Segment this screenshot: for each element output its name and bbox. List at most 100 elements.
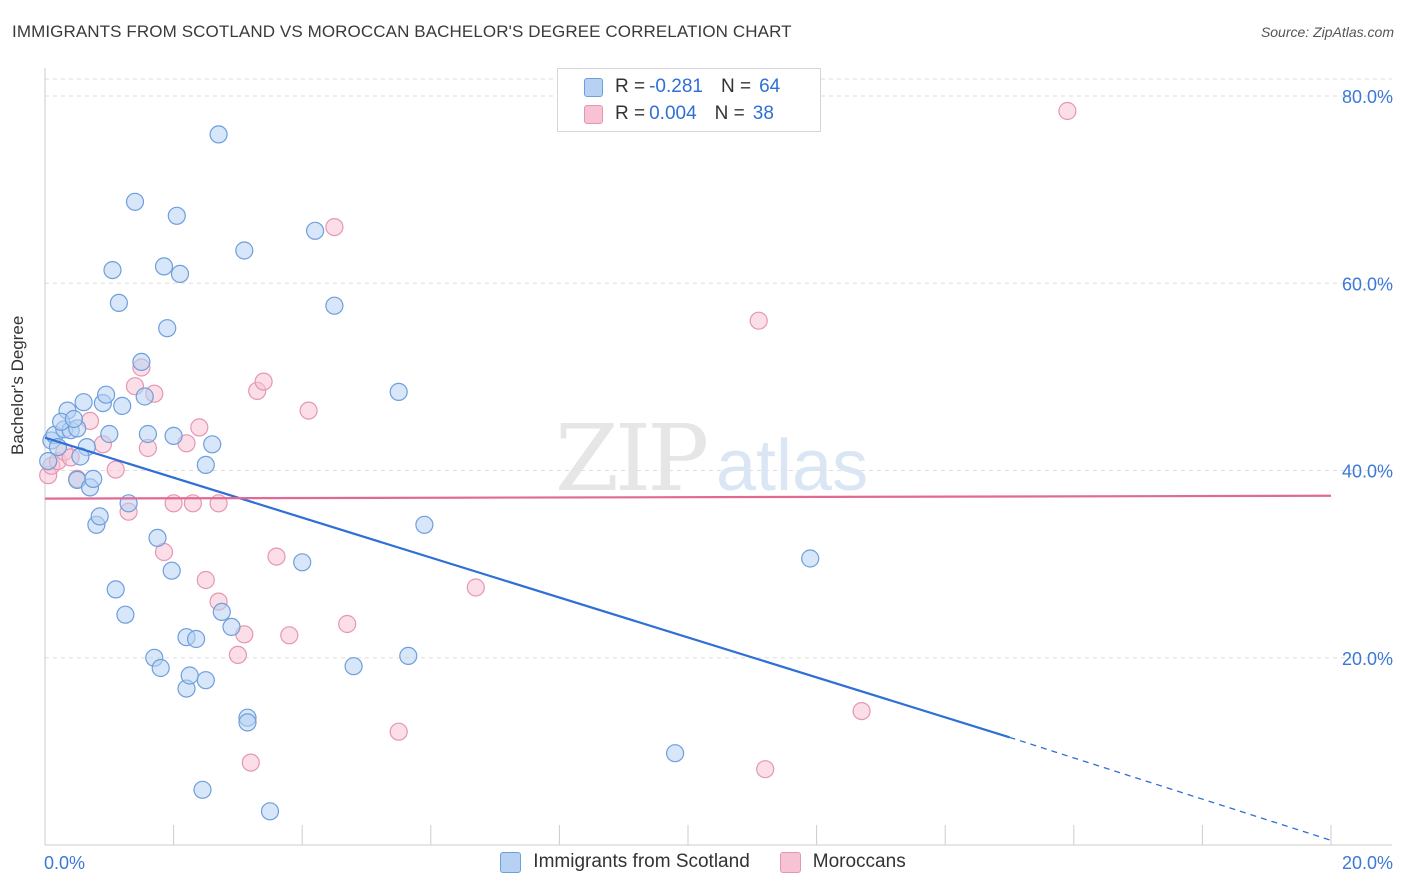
watermark: ZIP atlas — [555, 405, 868, 512]
swatch-pink — [584, 104, 603, 124]
data-point — [116, 605, 135, 624]
data-point — [106, 580, 125, 599]
data-point — [325, 218, 344, 237]
legend-item-moroccans[interactable]: Moroccans — [779, 851, 906, 873]
data-point — [756, 760, 775, 779]
data-point — [389, 722, 408, 741]
data-point — [293, 553, 312, 572]
trend-line-blue — [44, 436, 1010, 739]
data-point — [158, 319, 177, 338]
data-point — [344, 657, 363, 676]
data-point — [299, 401, 318, 420]
n-label: N = — [720, 76, 752, 97]
legend-label: Moroccans — [812, 851, 906, 872]
data-point — [1058, 101, 1077, 121]
data-point — [801, 549, 820, 568]
trend-line-extension — [1009, 736, 1332, 841]
data-point — [109, 293, 129, 312]
data-point — [209, 125, 228, 144]
data-point — [196, 455, 215, 474]
data-point — [113, 396, 132, 415]
data-point — [212, 602, 231, 622]
n-value: 38 — [752, 103, 774, 124]
moroccans-points — [39, 101, 1077, 779]
data-point — [203, 435, 222, 454]
data-point — [267, 547, 286, 566]
data-point — [164, 426, 183, 445]
y-tick-label: 20.0% — [1342, 649, 1393, 669]
data-point — [151, 658, 170, 678]
data-point — [103, 261, 122, 280]
data-point — [100, 424, 119, 444]
trend-lines — [44, 436, 1332, 841]
data-point — [84, 469, 103, 488]
scotland-points — [39, 125, 820, 821]
data-point — [135, 387, 154, 406]
data-point — [399, 646, 418, 666]
data-point — [187, 629, 206, 649]
source-label: Source: ZipAtlas.com — [1260, 24, 1394, 40]
data-point — [90, 507, 109, 526]
data-point — [125, 192, 145, 211]
r-label: R = — [615, 103, 646, 124]
series-legend: Immigrants from Scotland Moroccans — [0, 851, 1406, 873]
data-point — [132, 352, 151, 371]
y-axis-label: Bachelor's Degree — [8, 315, 27, 455]
data-point — [338, 614, 357, 634]
data-point — [254, 372, 273, 391]
data-point — [241, 753, 260, 772]
legend-label: Immigrants from Scotland — [533, 851, 750, 872]
stats-row-scotland: R = -0.281 N = 64 — [584, 75, 780, 99]
data-point — [196, 671, 215, 690]
data-point — [162, 561, 181, 580]
data-point — [190, 418, 209, 437]
x-tick-label: 0.0% — [44, 853, 85, 873]
data-point — [170, 264, 190, 283]
data-point — [228, 645, 247, 665]
data-point — [193, 780, 212, 799]
data-point — [148, 528, 167, 548]
data-point — [39, 452, 58, 471]
data-point — [749, 311, 768, 330]
data-point — [852, 701, 871, 721]
data-point — [74, 393, 93, 412]
data-point — [389, 382, 408, 401]
r-value: 0.004 — [649, 103, 697, 124]
data-point — [415, 515, 434, 534]
swatch-blue — [500, 851, 522, 873]
data-point — [325, 296, 344, 315]
swatch-blue — [584, 77, 603, 97]
trend-line-pink — [44, 494, 1332, 500]
data-point — [138, 424, 157, 444]
data-point — [167, 206, 186, 225]
chart-title: IMMIGRANTS FROM SCOTLAND VS MOROCCAN BAC… — [12, 22, 792, 41]
watermark-zip: ZIP — [555, 405, 706, 512]
swatch-pink — [779, 851, 801, 873]
n-label: N = — [714, 103, 745, 124]
data-point — [106, 460, 125, 479]
legend-item-scotland[interactable]: Immigrants from Scotland — [500, 851, 750, 873]
data-point — [280, 626, 299, 645]
y-tick-label: 40.0% — [1342, 462, 1393, 482]
grid-lines — [45, 78, 1392, 659]
stats-row-moroccans: R = 0.004 N = 38 — [584, 102, 774, 126]
y-tick-label: 80.0% — [1342, 87, 1393, 107]
data-point — [235, 241, 254, 260]
data-point — [665, 744, 685, 763]
y-tick-label: 60.0% — [1342, 274, 1393, 294]
data-point — [222, 617, 241, 637]
n-value: 64 — [759, 76, 781, 97]
data-point — [96, 385, 116, 404]
data-point — [466, 578, 485, 597]
watermark-atlas: atlas — [716, 426, 868, 506]
x-tick-label: 20.0% — [1342, 853, 1393, 873]
r-label: R = — [615, 76, 646, 97]
data-point — [180, 666, 199, 685]
data-point — [196, 570, 215, 590]
data-point — [260, 802, 280, 821]
r-value: -0.281 — [649, 76, 703, 97]
tick-labels: 20.0% 40.0% 60.0% 80.0% 0.0% 20.0% — [44, 87, 1393, 873]
data-point — [154, 257, 174, 276]
stats-legend: R = -0.281 N = 64 R = 0.004 N = 38 — [557, 68, 821, 132]
